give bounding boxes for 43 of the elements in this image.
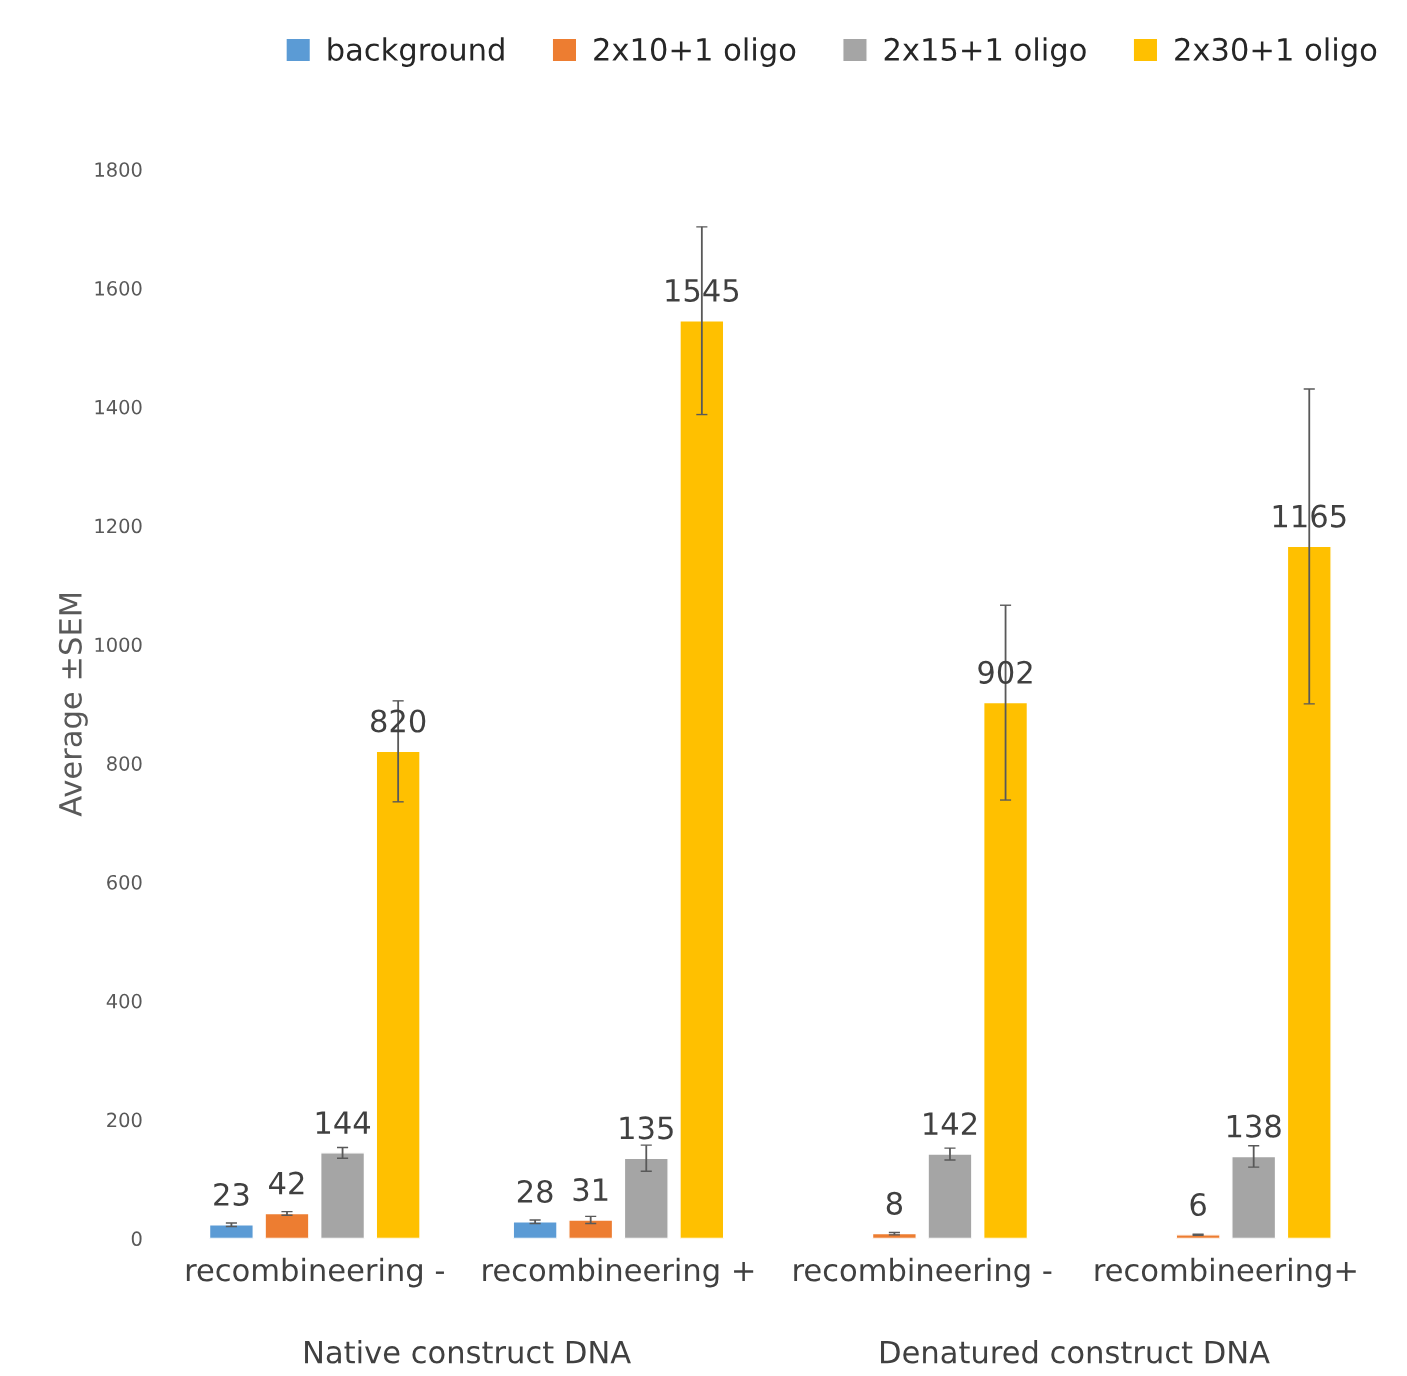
y-tick-label: 1600 [95, 281, 142, 296]
legend-label: background [328, 37, 504, 67]
bar [568, 1219, 614, 1239]
bar [1231, 1155, 1277, 1239]
y-tick-label: 600 [107, 874, 142, 890]
legend-label: 2x15+1 oligo [884, 37, 1086, 67]
y-tick-label: 200 [107, 1112, 142, 1128]
data-label: 28 [517, 1179, 553, 1204]
data-label: 144 [316, 1111, 371, 1134]
y-axis-title: Average ±SEM [58, 593, 88, 817]
bar [264, 1212, 310, 1239]
bar [375, 750, 421, 1239]
text: Native construct DNA [305, 1339, 631, 1364]
text: Denatured construct DNA [881, 1339, 1270, 1364]
data-label: 135 [620, 1116, 673, 1140]
bar [927, 1153, 973, 1239]
y-tick-label: 1400 [95, 399, 142, 415]
bar [208, 1224, 254, 1239]
data-label: 42 [269, 1171, 304, 1195]
legend-label: 2x10+1 oligo [594, 37, 796, 67]
bar [1286, 545, 1332, 1239]
data-label: 142 [924, 1112, 977, 1135]
data-label: 8 [886, 1191, 903, 1215]
bar [320, 1152, 366, 1239]
y-tick-label: 1000 [95, 637, 142, 653]
x-tick-label: recombineering + [483, 1257, 754, 1288]
bar [982, 701, 1029, 1239]
bar [623, 1157, 669, 1239]
x-tick-label: recombineering+ [1095, 1257, 1356, 1288]
data-label: 23 [214, 1182, 249, 1206]
y-tick-label: 800 [107, 756, 142, 771]
y-tick-label: 1800 [95, 162, 142, 177]
bar [512, 1221, 558, 1239]
x-tick-label: recombineering - [794, 1257, 1052, 1288]
data-label: 31 [573, 1178, 608, 1202]
y-tick-label: 400 [106, 993, 142, 1009]
data-label: 138 [1227, 1114, 1281, 1138]
y-tick-label: 0 [131, 1231, 142, 1247]
y-tick-label: 1200 [95, 518, 142, 534]
legend-label: 2x30+1 oligo [1175, 37, 1377, 67]
x-tick-label: recombineering - [186, 1257, 444, 1288]
data-label: 6 [1190, 1192, 1206, 1217]
bar [679, 320, 725, 1239]
